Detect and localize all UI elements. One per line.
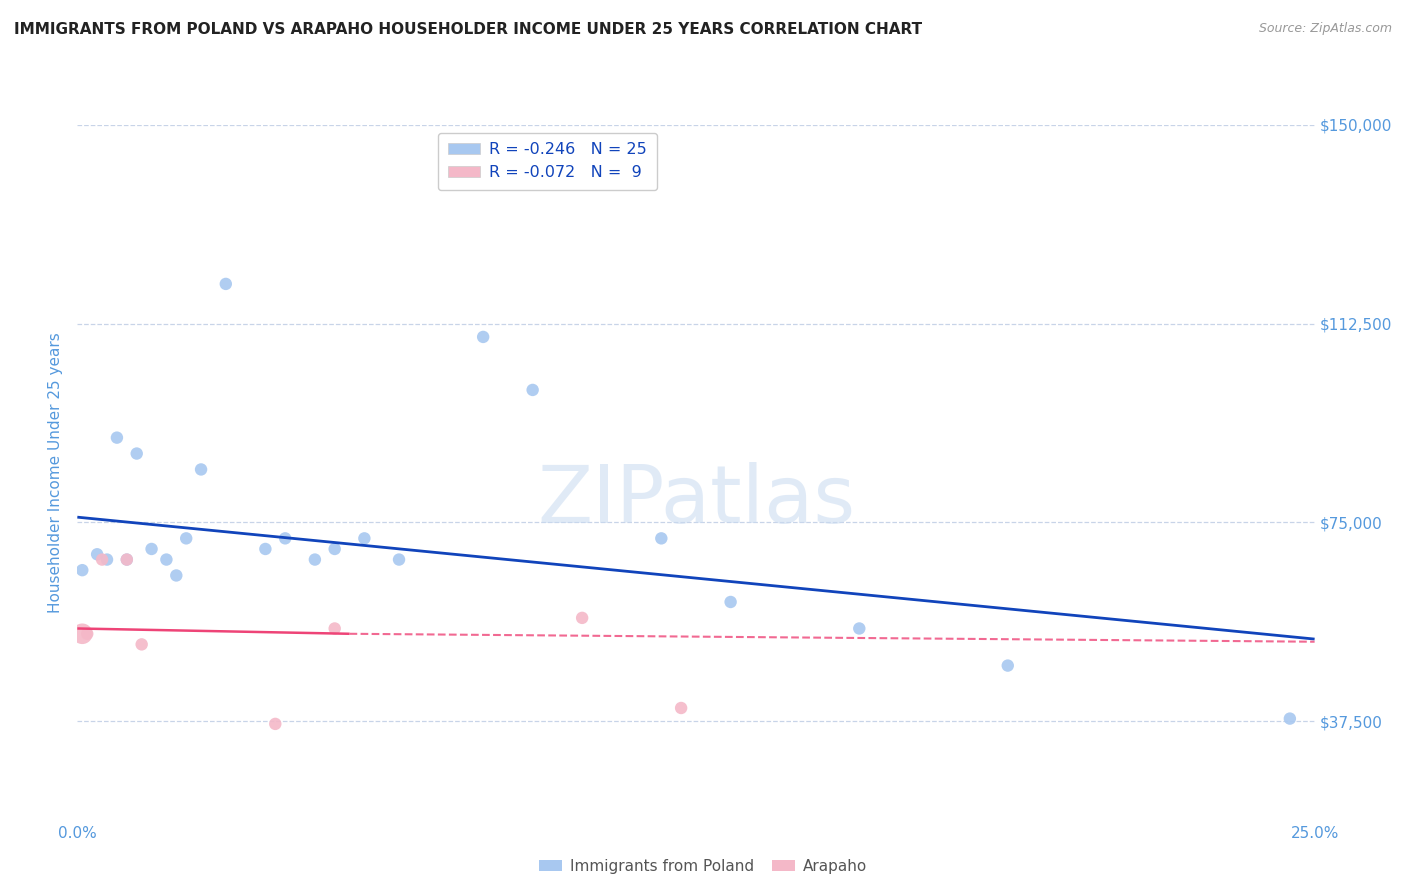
- Point: [165, 568, 187, 582]
- Point: [522, 383, 544, 397]
- Point: [650, 532, 672, 546]
- Point: [304, 552, 326, 566]
- Point: [86, 547, 108, 561]
- Point: [264, 717, 287, 731]
- Point: [96, 552, 118, 566]
- Legend: R = -0.246   N = 25, R = -0.072   N =  9: R = -0.246 N = 25, R = -0.072 N = 9: [439, 133, 657, 190]
- Point: [472, 330, 495, 344]
- Point: [323, 541, 346, 556]
- Point: [141, 541, 163, 556]
- Point: [105, 431, 128, 445]
- Point: [254, 541, 277, 556]
- Point: [353, 532, 375, 546]
- Point: [274, 532, 297, 546]
- Legend: Immigrants from Poland, Arapaho: Immigrants from Poland, Arapaho: [533, 853, 873, 880]
- Point: [1278, 712, 1301, 726]
- Point: [76, 627, 98, 641]
- Point: [115, 552, 138, 566]
- Point: [131, 637, 153, 651]
- Point: [388, 552, 411, 566]
- Point: [125, 446, 148, 460]
- Point: [190, 462, 212, 476]
- Point: [323, 622, 346, 636]
- Point: [155, 552, 177, 566]
- Text: Source: ZipAtlas.com: Source: ZipAtlas.com: [1258, 22, 1392, 36]
- Text: ZIPatlas: ZIPatlas: [537, 461, 855, 540]
- Point: [174, 532, 197, 546]
- Point: [669, 701, 692, 715]
- Point: [997, 658, 1019, 673]
- Point: [115, 552, 138, 566]
- Text: IMMIGRANTS FROM POLAND VS ARAPAHO HOUSEHOLDER INCOME UNDER 25 YEARS CORRELATION : IMMIGRANTS FROM POLAND VS ARAPAHO HOUSEH…: [14, 22, 922, 37]
- Point: [848, 622, 870, 636]
- Point: [720, 595, 742, 609]
- Point: [215, 277, 238, 291]
- Point: [571, 611, 593, 625]
- Y-axis label: Householder Income Under 25 years: Householder Income Under 25 years: [48, 333, 63, 613]
- Point: [91, 552, 114, 566]
- Point: [72, 563, 94, 577]
- Point: [72, 627, 94, 641]
